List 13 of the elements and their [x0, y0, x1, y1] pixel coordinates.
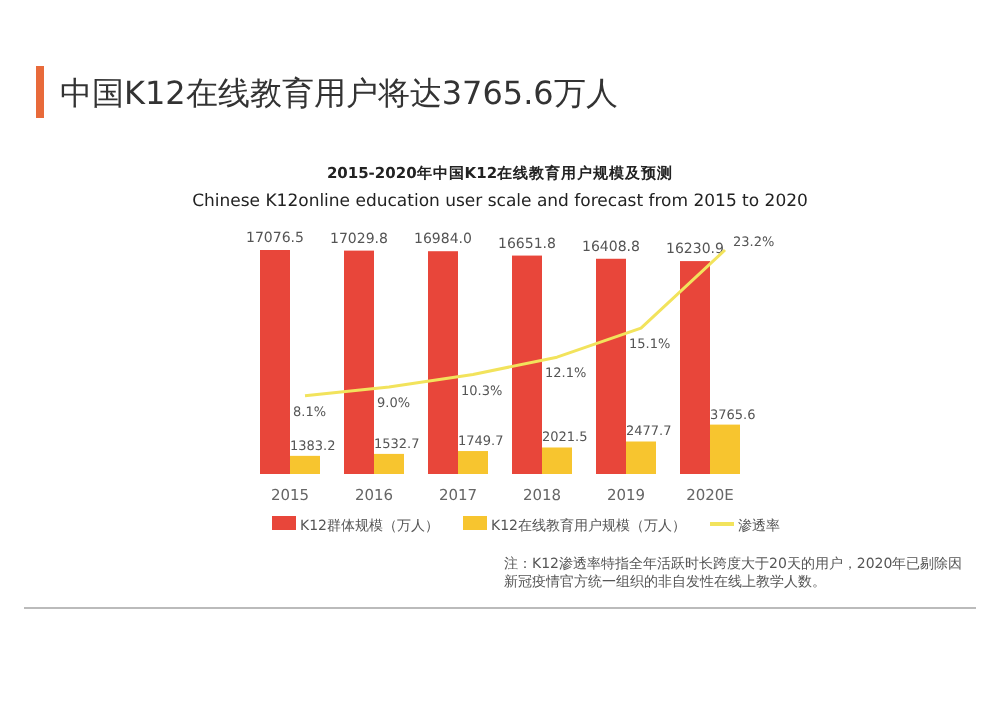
bar	[458, 451, 488, 474]
chart-title: 中国K12在线教育用户将达3765.6万人	[60, 74, 618, 112]
bar	[260, 250, 290, 474]
bar	[596, 258, 626, 474]
bar	[344, 250, 374, 474]
bar	[428, 251, 458, 474]
bar	[680, 261, 710, 474]
bar	[542, 447, 572, 474]
bar	[374, 453, 404, 474]
bar	[290, 455, 320, 474]
bar	[626, 441, 656, 474]
bar	[512, 255, 542, 474]
bar	[710, 424, 740, 474]
